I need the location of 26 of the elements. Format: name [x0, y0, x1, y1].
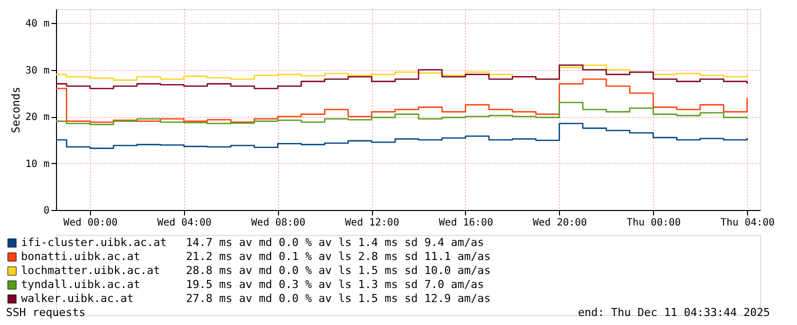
y-tick-label: 40 m — [25, 18, 50, 30]
y-tick-label: 10 m — [25, 158, 50, 170]
text: end: Thu Dec 11 04:33:44 2025 — [578, 306, 770, 319]
y-tick-label: 30 m — [25, 65, 50, 76]
y-axis-title: Seconds — [9, 86, 22, 134]
legend-label: walker.uibk.ac.at — [21, 292, 134, 305]
x-tick-label: Thu 00:00 — [626, 218, 681, 228]
legend-label: ifi-cluster.uibk.ac.at — [21, 236, 167, 249]
text: SSH requests — [6, 306, 86, 319]
legend-label: lochmatter.uibk.ac.at — [21, 264, 160, 277]
text: 14.7 ms av md 0.0 % av ls 1.4 ms sd 9.4 am/as — [186, 236, 484, 249]
x-tick-label: Wed 04:00 — [157, 218, 212, 228]
text: 28.8 ms av md 0.0 % av ls 1.5 ms sd 10.0 am/as — [186, 264, 491, 277]
text: 19.5 ms av md 0.3 % av ls 1.3 ms sd 7.0 am/as — [186, 278, 484, 291]
x-tick-label: Wed 20:00 — [532, 218, 587, 228]
x-tick-label: Wed 00:00 — [63, 218, 118, 228]
text: 27.8 ms av md 0.0 % av ls 1.5 ms sd 12.9 am/as — [186, 292, 491, 305]
legend-label: tyndall.uibk.ac.at — [21, 278, 140, 291]
x-tick-label: Thu 04:00 — [720, 218, 775, 228]
y-tick-label: 20 m — [25, 112, 50, 124]
text: 21.2 ms av md 0.1 % av ls 2.8 ms sd 11.1 am/as — [186, 250, 491, 263]
x-tick-label: Wed 12:00 — [345, 218, 400, 228]
legend-label: bonatti.uibk.ac.at — [21, 250, 140, 263]
y-tick-label: 0 — [43, 206, 50, 216]
x-tick-label: Wed 16:00 — [438, 218, 494, 228]
x-tick-label: Wed 08:00 — [251, 218, 306, 228]
